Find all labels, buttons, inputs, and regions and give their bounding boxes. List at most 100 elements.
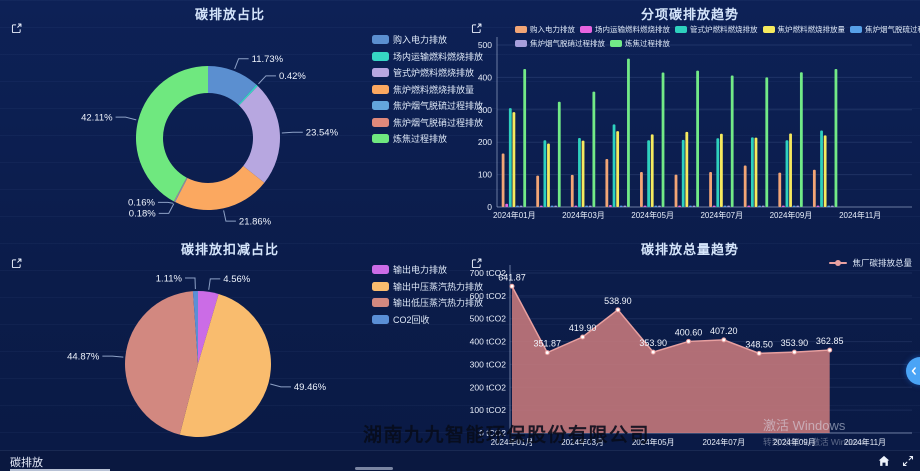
bar[interactable] [789, 133, 792, 207]
area-legend[interactable]: 焦厂碳排放总量 [829, 257, 912, 269]
bar[interactable] [647, 140, 651, 207]
bar[interactable] [543, 140, 547, 207]
bar[interactable] [539, 205, 543, 207]
legend-item[interactable]: 焦炉燃料燃烧排放量 [372, 83, 483, 96]
pie-slice[interactable] [175, 166, 265, 210]
legend-item[interactable]: 焦炉烟气脱硝过程排放 [515, 38, 605, 49]
bar[interactable] [823, 135, 827, 207]
bar[interactable] [689, 205, 692, 207]
bar[interactable] [758, 205, 761, 207]
bar[interactable] [616, 131, 620, 207]
pie-chart[interactable]: 4.56% 49.46% 44.87% 1.11% [0, 235, 460, 450]
pie-slice[interactable] [198, 291, 219, 364]
home-icon[interactable] [877, 454, 891, 468]
bar[interactable] [716, 138, 720, 207]
bar[interactable] [570, 174, 574, 207]
bar[interactable] [550, 205, 554, 207]
bar[interactable] [747, 205, 751, 207]
bar[interactable] [640, 172, 643, 207]
bar[interactable] [581, 140, 585, 207]
legend-item[interactable]: 场内运输燃料燃烧排放 [580, 24, 670, 35]
bar[interactable] [501, 153, 505, 207]
legend-item[interactable]: 购入电力排放 [372, 33, 483, 46]
bar[interactable] [605, 159, 609, 207]
donut-chart[interactable]: 11.73% 0.42% 23.54% 21.86% 0.18%0.16% 42.11% [0, 0, 460, 235]
data-point[interactable] [650, 349, 656, 355]
horizontal-scrollbar-thumb[interactable] [355, 467, 393, 470]
bar[interactable] [508, 108, 512, 207]
pie-slice[interactable] [136, 66, 208, 202]
bar[interactable] [792, 205, 796, 207]
bar[interactable] [547, 143, 550, 207]
bar[interactable] [516, 205, 519, 207]
legend-item[interactable]: CO2回收 [372, 313, 483, 326]
area-chart[interactable]: 0 tCO2 100 tCO2 200 tCO2 300 tCO2 400 tCO2 50… [460, 235, 920, 450]
bar[interactable] [743, 165, 747, 207]
data-point[interactable] [791, 349, 797, 355]
bar[interactable] [827, 205, 831, 207]
bar[interactable] [781, 205, 785, 207]
legend-item[interactable]: 焦炉烟气脱硫过程排放 [850, 24, 920, 35]
bar[interactable] [681, 139, 685, 207]
legend-item[interactable]: 炼焦过程排放 [372, 132, 483, 145]
export-icon[interactable] [8, 20, 25, 40]
bar[interactable] [574, 205, 578, 207]
pie-slice[interactable] [173, 177, 187, 202]
export-icon[interactable] [468, 255, 485, 275]
bar[interactable] [554, 205, 558, 207]
data-point[interactable] [509, 283, 515, 289]
bar[interactable] [523, 68, 527, 207]
bar[interactable] [712, 205, 716, 207]
bar[interactable] [820, 130, 823, 207]
bar[interactable] [796, 205, 800, 207]
bar[interactable] [765, 77, 769, 208]
bar[interactable] [723, 205, 727, 207]
bar[interactable] [719, 133, 723, 207]
bar[interactable] [678, 205, 682, 207]
data-point[interactable] [827, 347, 833, 353]
legend-item[interactable]: 购入电力排放 [515, 24, 575, 35]
bar[interactable] [674, 174, 678, 207]
legend-item[interactable]: 输出低压蒸汽热力排放 [372, 296, 483, 309]
pie-slice[interactable] [208, 66, 257, 105]
tab-carbon-emission[interactable]: 碳排放 [10, 454, 110, 471]
legend-item[interactable]: 炼焦过程排放 [610, 38, 670, 49]
bar[interactable] [512, 112, 516, 207]
pie-slice[interactable] [238, 84, 258, 106]
bar[interactable] [505, 203, 509, 207]
legend-item[interactable]: 输出中压蒸汽热力排放 [372, 280, 483, 293]
bar[interactable] [557, 101, 561, 207]
bar[interactable] [750, 137, 754, 207]
legend-item[interactable]: 输出电力排放 [372, 263, 483, 276]
bar[interactable] [627, 58, 630, 207]
pie-slice[interactable] [239, 85, 280, 183]
collapse-panel-button[interactable] [906, 357, 920, 385]
fullscreen-icon[interactable] [902, 455, 914, 467]
bar[interactable] [834, 68, 838, 207]
legend-item[interactable]: 场内运输燃料燃烧排放 [372, 50, 483, 63]
export-icon[interactable] [8, 255, 25, 275]
legend-item[interactable]: 焦炉燃料燃烧排放量 [762, 24, 845, 35]
bar[interactable] [754, 137, 758, 207]
bar[interactable] [588, 205, 592, 207]
bar[interactable] [727, 205, 730, 207]
bar[interactable] [658, 205, 661, 207]
legend-item[interactable]: 焦炉烟气脱硝过程排放 [372, 116, 483, 129]
bar[interactable] [578, 137, 581, 207]
bar[interactable] [592, 91, 596, 207]
bar[interactable] [612, 124, 616, 207]
data-point[interactable] [686, 338, 691, 344]
data-point[interactable] [721, 337, 727, 343]
legend-item[interactable]: 焦炉烟气脱硫过程排放 [372, 99, 483, 112]
bar[interactable] [761, 205, 765, 207]
bar[interactable] [812, 169, 816, 207]
bar[interactable] [623, 205, 627, 207]
area-fill[interactable] [512, 286, 830, 433]
bar[interactable] [692, 205, 696, 207]
bar[interactable] [585, 205, 589, 207]
bar[interactable] [654, 205, 658, 207]
bar[interactable] [816, 205, 820, 207]
bar[interactable] [696, 70, 700, 207]
bar[interactable] [778, 172, 782, 207]
bar[interactable] [685, 131, 689, 207]
